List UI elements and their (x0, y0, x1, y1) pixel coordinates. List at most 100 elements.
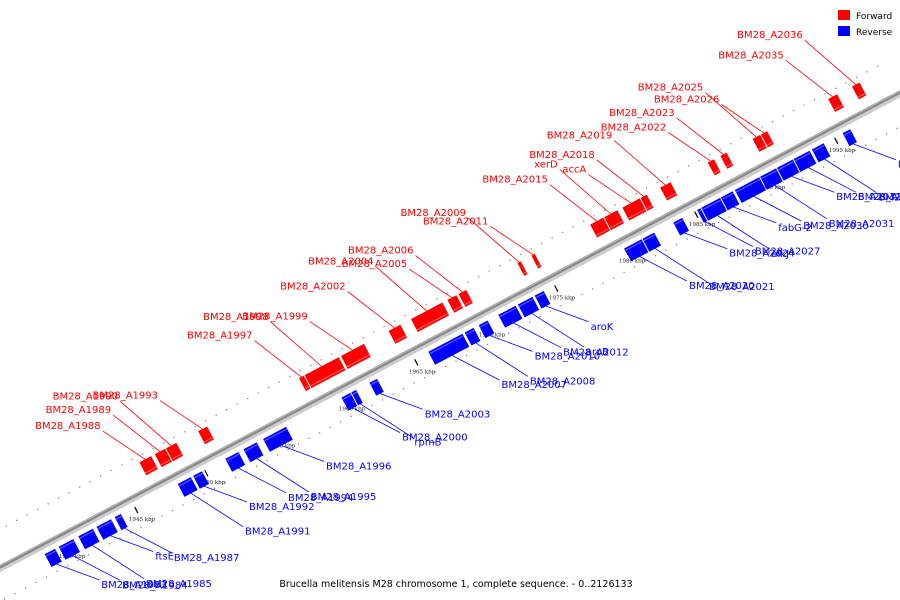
gene-label-bm28_a1997[interactable]: BM28_A1997 (187, 331, 253, 342)
gene-bm28_a2018-block[interactable] (640, 194, 654, 211)
gene-label-bm28_a1991[interactable]: BM28_A1991 (245, 527, 311, 538)
gene-bm28_a1998-block[interactable] (304, 357, 346, 389)
gene-bm28_a2026-block[interactable] (760, 131, 774, 148)
gene-rpmb-block[interactable] (351, 389, 363, 406)
gene-bm28_a1994-block[interactable] (225, 451, 246, 472)
gene-label-bm28_a2007[interactable]: BM28_A2007 (502, 380, 568, 391)
gene-label-arob[interactable]: aroB (586, 347, 609, 358)
gene-label-bm28_a2003[interactable]: BM28_A2003 (425, 409, 491, 420)
gene-label-xerd[interactable]: xerD (534, 159, 558, 170)
gene-bm28_a2031-block[interactable] (760, 168, 783, 190)
gene-label-bm28_a2018[interactable]: BM28_A2018 (529, 150, 595, 161)
gene-label-bm28_a2025[interactable]: BM28_A2025 (638, 83, 704, 94)
gene-bm28_a2022-block[interactable] (707, 159, 721, 176)
gene-bm28_a1983-block[interactable] (44, 548, 62, 568)
gene-bm28_a1989-block[interactable] (154, 448, 172, 468)
gene-label-bm28_a1990[interactable]: BM28_A1990 (53, 391, 119, 402)
gene-label-bm28_a1998[interactable]: BM28_A1998 (203, 312, 269, 323)
gene-label-bm28_a2019[interactable]: BM28_A2019 (547, 131, 613, 142)
gene-bm28_a2015-block[interactable] (590, 217, 611, 238)
gene-label-bm28_a1993[interactable]: BM28_A1993 (92, 391, 158, 402)
gene-bm28_a1988-block[interactable] (139, 456, 158, 476)
gene-label-rpmb[interactable]: rpmB (414, 437, 441, 448)
gene-label-bm28_a2004[interactable]: BM28_A2004 (308, 257, 374, 268)
gene-label-fabg-2[interactable]: fabG-2 (778, 223, 812, 234)
gene-label-bm28_a2015[interactable]: BM28_A2015 (482, 175, 548, 186)
gene-label-bm28_a1987[interactable]: BM28_A1987 (174, 553, 240, 564)
gene-label-bm28_a2030[interactable]: BM28_A2030 (803, 221, 869, 232)
gene-label-bm28_a1983[interactable]: BM28_A1983 (101, 580, 167, 591)
gene-arob-block[interactable] (517, 296, 540, 318)
gene-label-bm28_a2021[interactable]: BM28_A2021 (709, 282, 775, 293)
gene-bm28_a1997-block[interactable] (298, 375, 311, 392)
gene-label-bm28_a2009[interactable]: BM28_A2009 (400, 208, 466, 219)
gene-label-bm28_a1984[interactable]: BM28_A1984 (122, 580, 188, 591)
gene-label-bm28_a1996[interactable]: BM28_A1996 (326, 461, 392, 472)
gene-label-bm28_a2000[interactable]: BM28_A2000 (402, 433, 468, 444)
gene-label-ftse[interactable]: ftsE (155, 552, 174, 563)
gene-bm28_a2025-block[interactable] (752, 134, 767, 152)
gene-label-bm28_a2033[interactable]: BM28_A2033 (858, 192, 900, 203)
gene-bm28_a2010-block[interactable] (478, 320, 495, 339)
gene-label-alkj[interactable]: alkJ (771, 249, 789, 260)
gene-bm28_a2008-block[interactable] (464, 327, 481, 346)
gene-bm28_a2030-block[interactable] (734, 177, 767, 204)
gene-label-bm28_a2008[interactable]: BM28_A2008 (530, 376, 596, 387)
gene-label-bm28_a2020[interactable]: BM28_A2020 (689, 281, 755, 292)
gene-bm28_a1992-block[interactable] (193, 471, 209, 489)
gene-bm28_a2000-block[interactable] (341, 392, 358, 411)
gene-bm28_a2012-block[interactable] (498, 305, 523, 328)
gene-bm28_a1996-block[interactable] (263, 426, 293, 452)
gene-arok-block[interactable] (534, 290, 551, 309)
gene-bm28_a2033-block[interactable] (793, 150, 817, 173)
gene-ftse-block[interactable] (96, 519, 118, 540)
gene-bm28_a2035-block[interactable] (828, 94, 844, 112)
gene-label-bm28_a2010[interactable]: BM28_A2010 (535, 351, 601, 362)
gene-label-bm28_a2034[interactable]: BM28_A2034 (879, 193, 900, 204)
gene-label-bm28_a2027[interactable]: BM28_A2027 (755, 247, 821, 258)
gene-bm28_a1991-block[interactable] (177, 477, 198, 497)
gene-label-bm28_a1985[interactable]: BM28_A1985 (146, 579, 212, 590)
gene-bm28_a1990-block[interactable] (165, 442, 184, 462)
gene-bm28_a2011-block[interactable] (531, 253, 542, 269)
gene-label-bm28_a2011[interactable]: BM28_A2011 (423, 216, 489, 227)
gene-label-bm28_a1995[interactable]: BM28_A1995 (311, 492, 377, 503)
gene-bm28_a2021-block[interactable] (642, 232, 662, 252)
gene-label-bm28_a2036[interactable]: BM28_A2036 (737, 30, 803, 41)
gene-label-arok[interactable]: aroK (591, 322, 614, 333)
gene-label-bm28_a2005[interactable]: BM28_A2005 (342, 259, 408, 270)
gene-label-bm28_a2031[interactable]: BM28_A2031 (829, 219, 895, 230)
gene-bm28_a2019-block[interactable] (660, 182, 678, 201)
gene-label-bm28_a1988[interactable]: BM28_A1988 (35, 421, 101, 432)
gene-label-bm28_a2006[interactable]: BM28_A2006 (348, 246, 414, 257)
gene-bm28_a2032-block[interactable] (776, 159, 800, 181)
gene-label-bm28_a2035[interactable]: BM28_A2035 (718, 50, 784, 61)
gene-label-bm28_a2012[interactable]: BM28_A2012 (563, 348, 629, 359)
gene-alkj-block[interactable] (701, 197, 727, 221)
gene-bm28_a2037-block[interactable] (842, 129, 858, 147)
gene-bm28_a1999-block[interactable] (340, 343, 371, 369)
gene-label-bm28_a2024[interactable]: BM28_A2024 (729, 249, 795, 260)
gene-label-bm28_a1994[interactable]: BM28_A1994 (288, 493, 354, 504)
gene-label-bm28_a1999[interactable]: BM28_A1999 (242, 312, 308, 323)
gene-bm28_a2020-block[interactable] (624, 239, 649, 262)
gene-fabg-2-block[interactable] (720, 191, 740, 211)
gene-bm28_a2002-block[interactable] (388, 324, 408, 344)
gene-label-bm28_a1992[interactable]: BM28_A1992 (249, 502, 315, 513)
gene-bm28_a1985-block[interactable] (78, 528, 100, 550)
gene-xerd-block[interactable] (604, 210, 625, 231)
gene-label-acca[interactable]: accA (562, 165, 586, 176)
gene-label-bm28_a2032[interactable]: BM28_A2032 (836, 192, 900, 203)
gene-bm28_a1987-block[interactable] (114, 513, 128, 531)
gene-bm28_a1995-block[interactable] (243, 442, 264, 463)
gene-label-bm28_a2023[interactable]: BM28_A2023 (609, 108, 675, 119)
gene-bm28_a2007-block[interactable] (428, 333, 470, 365)
gene-bm28_a2006-block[interactable] (458, 289, 473, 307)
gene-bm28_a2034-block[interactable] (811, 143, 831, 163)
gene-bm28_a2036-block[interactable] (851, 82, 867, 100)
gene-acca-block[interactable] (622, 198, 647, 221)
gene-bm28_a2005-block[interactable] (447, 295, 464, 313)
gene-bm28_a2023-block[interactable] (720, 152, 734, 169)
gene-label-bm28_a2002[interactable]: BM28_A2002 (280, 282, 346, 293)
gene-label-bm28_a1989[interactable]: BM28_A1989 (46, 405, 112, 416)
